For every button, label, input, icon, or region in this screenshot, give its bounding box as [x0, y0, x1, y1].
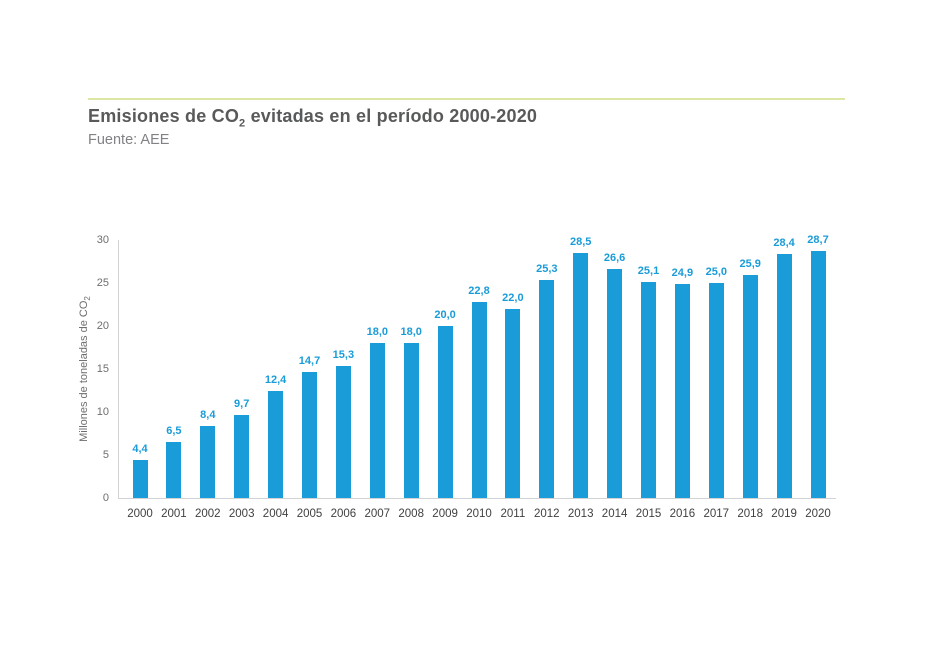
- bar-2005: [302, 372, 317, 498]
- chart-title: Emisiones de CO2 evitadas en el período …: [88, 106, 538, 130]
- bar-2014: [607, 269, 623, 498]
- x-axis-tick-label: 2009: [432, 508, 458, 520]
- bar-value-label: 18,0: [400, 326, 422, 338]
- bar-value-label: 9,7: [234, 398, 250, 410]
- title-rule: [88, 98, 845, 100]
- y-axis-tick-label: 30: [96, 234, 109, 246]
- chart-title-text: Emisiones de CO: [88, 106, 240, 126]
- bar-value-label: 8,4: [200, 409, 216, 421]
- bar-value-label: 14,7: [298, 355, 321, 367]
- bar-value-label: 22,0: [502, 292, 524, 304]
- bar-value-label: 28,4: [773, 237, 795, 249]
- x-axis-tick-label: 2017: [703, 508, 730, 520]
- x-axis-tick-label: 2019: [771, 508, 797, 520]
- bar-2011: [505, 309, 521, 498]
- bar-value-label: 24,9: [671, 267, 694, 279]
- bar-2013: [573, 253, 589, 498]
- bar-value-label: 26,6: [603, 252, 626, 264]
- x-axis-tick-label: 2011: [500, 508, 526, 520]
- x-axis-tick-label: 2014: [601, 508, 628, 520]
- bar-2015: [641, 282, 656, 498]
- x-axis-tick-label: 2004: [262, 508, 289, 520]
- bar-2016: [674, 284, 690, 498]
- bar-2002: [200, 426, 216, 498]
- bar-2009: [437, 326, 453, 498]
- y-axis-title-subscript: 2: [83, 296, 93, 301]
- bar-2008: [403, 343, 419, 498]
- bar-2010: [471, 302, 487, 498]
- bar-value-label: 28,7: [807, 234, 829, 246]
- x-axis-tick-label: 2016: [669, 508, 696, 520]
- bar-value-label: 6,5: [166, 425, 182, 437]
- y-axis-tick-label: 5: [102, 449, 109, 461]
- y-axis-tick-label: 20: [96, 320, 109, 332]
- x-axis-tick-label: 2020: [805, 508, 831, 520]
- x-axis-tick-label: 2006: [330, 508, 357, 520]
- x-axis-tick-label: 2018: [737, 508, 763, 520]
- bar-value-label: 25,9: [739, 258, 761, 270]
- x-axis-tick-label: 2013: [567, 508, 594, 520]
- bar-2012: [539, 280, 555, 498]
- x-axis-tick-label: 2015: [635, 508, 662, 520]
- bar-value-label: 12,4: [264, 374, 287, 386]
- y-axis-tick-label: 25: [96, 277, 109, 289]
- bar-2020: [810, 251, 826, 498]
- chart-source: Fuente: AEE: [88, 132, 170, 148]
- bar-2006: [335, 366, 351, 498]
- bar-value-label: 15,3: [332, 349, 355, 361]
- bar-2004: [268, 391, 284, 498]
- bar-value-label: 25,0: [705, 266, 727, 278]
- bar-value-label: 28,5: [569, 236, 592, 248]
- x-axis-tick-label: 2008: [398, 508, 424, 520]
- x-axis-tick-label: 2005: [296, 508, 323, 520]
- bar-2000: [132, 460, 148, 498]
- bar-2017: [708, 283, 724, 498]
- y-axis-tick-label: 10: [96, 406, 109, 418]
- bar-value-label: 20,0: [434, 309, 456, 321]
- bar-2018: [742, 275, 758, 498]
- bar-value-label: 25,1: [637, 265, 660, 277]
- chart-title-subscript: 2: [239, 117, 246, 130]
- x-axis-tick-label: 2002: [195, 508, 221, 520]
- x-axis-tick-label: 2010: [466, 508, 492, 520]
- bar-value-label: 25,3: [536, 263, 558, 275]
- x-axis-tick-label: 2007: [364, 508, 391, 520]
- x-axis-tick-label: 2000: [127, 508, 153, 520]
- x-axis-tick-label: 2003: [228, 508, 255, 520]
- bar-2003: [234, 415, 250, 498]
- bar-value-label: 4,4: [132, 443, 148, 455]
- y-axis-tick-label: 15: [96, 363, 109, 375]
- bar-value-label: 18,0: [366, 326, 388, 338]
- y-axis-tick-label: 0: [102, 492, 109, 504]
- bar-value-label: 22,8: [468, 285, 490, 297]
- plot-area: 0 5 10 15 20 25 30 4,4 2000 6,5 2001 8,4 2002 9,7 2003…: [97, 234, 836, 520]
- chart-title-text-2: evitadas en el período 2000-2020: [245, 106, 538, 126]
- bar-2007: [369, 343, 385, 498]
- x-axis-tick-label: 2001: [161, 508, 187, 520]
- bar-2001: [166, 442, 182, 498]
- bar-2019: [776, 254, 792, 498]
- x-axis-tick-label: 2012: [534, 508, 560, 520]
